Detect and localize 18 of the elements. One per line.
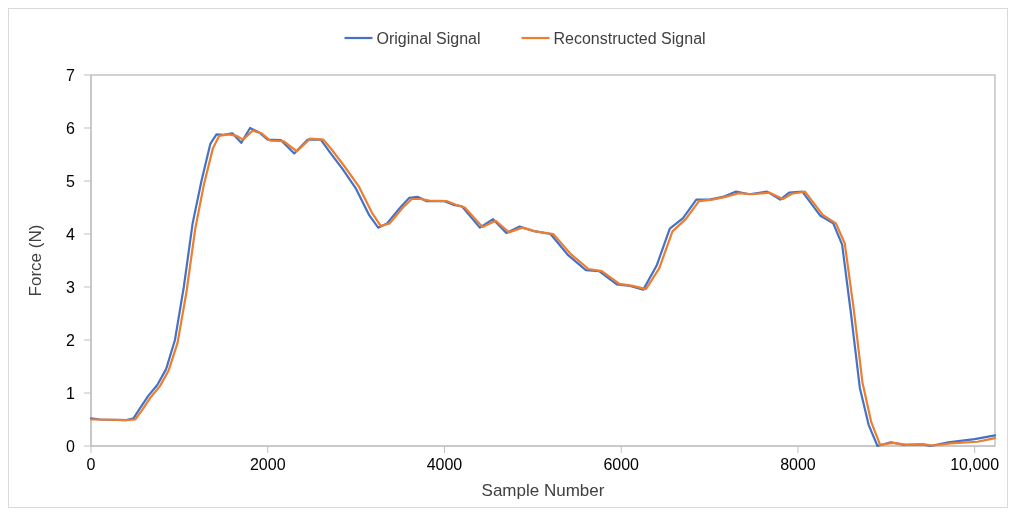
y-tick-label: 4 (66, 225, 76, 243)
y-axis-title: Force (N) (26, 224, 45, 297)
y-tick-label: 1 (66, 384, 76, 402)
y-tick-label: 6 (66, 119, 76, 137)
x-tick-label: 0 (86, 456, 96, 473)
x-tick-label: 8000 (780, 456, 816, 473)
legend-label: Original Signal (376, 29, 481, 47)
y-tick-label: 0 (66, 437, 76, 455)
y-tick-label: 5 (66, 172, 76, 190)
y-tick-label: 7 (66, 66, 76, 84)
x-tick-label: 2000 (249, 456, 286, 473)
x-tick-label: 4000 (426, 456, 463, 473)
legend-label: Reconstructed Signal (553, 29, 706, 47)
x-tick-label: 10,000 (950, 456, 1000, 473)
y-tick-label: 2 (66, 331, 76, 349)
x-tick-label: 6000 (603, 456, 640, 473)
x-axis-title: Sample Number (481, 481, 605, 500)
y-tick-label: 3 (66, 278, 76, 296)
